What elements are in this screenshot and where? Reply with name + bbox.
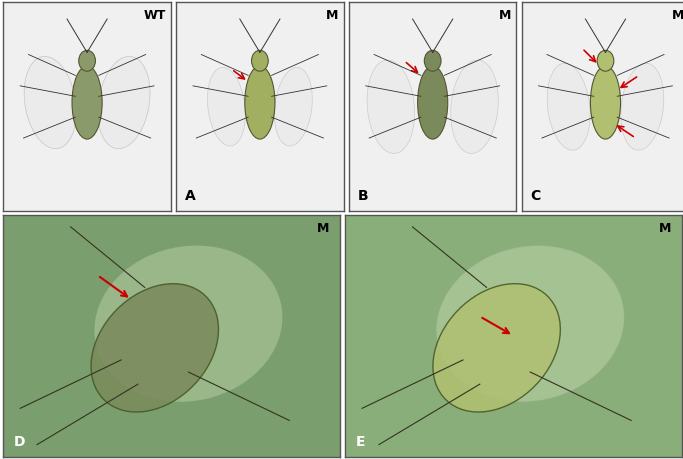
Text: WT: WT [143, 9, 166, 22]
Ellipse shape [424, 50, 441, 71]
Text: M: M [318, 222, 330, 235]
Ellipse shape [433, 284, 560, 412]
Ellipse shape [451, 60, 499, 153]
Ellipse shape [72, 66, 102, 139]
Ellipse shape [245, 66, 275, 139]
Ellipse shape [251, 50, 268, 71]
Ellipse shape [590, 66, 621, 139]
Text: M: M [499, 9, 512, 22]
Text: E: E [355, 436, 365, 449]
Text: D: D [14, 436, 25, 449]
Text: M: M [326, 9, 339, 22]
Ellipse shape [436, 246, 624, 402]
Text: A: A [184, 189, 195, 203]
Ellipse shape [79, 50, 96, 71]
Text: C: C [530, 189, 540, 203]
Ellipse shape [95, 246, 282, 402]
Text: M: M [672, 9, 683, 22]
Ellipse shape [24, 56, 76, 149]
Ellipse shape [98, 56, 150, 149]
Ellipse shape [367, 60, 415, 153]
Ellipse shape [208, 67, 245, 146]
Text: B: B [357, 189, 368, 203]
Ellipse shape [275, 67, 312, 146]
Ellipse shape [91, 284, 219, 412]
Ellipse shape [597, 50, 614, 71]
Ellipse shape [547, 63, 590, 150]
Text: M: M [659, 222, 671, 235]
Ellipse shape [621, 63, 664, 150]
Ellipse shape [417, 66, 448, 139]
